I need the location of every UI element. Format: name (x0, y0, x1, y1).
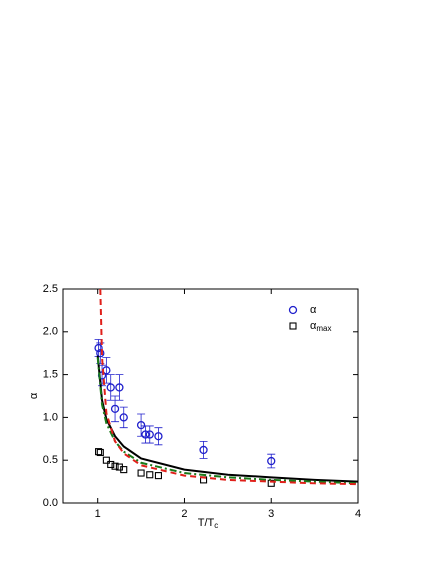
legend-label: α (310, 304, 317, 316)
legend-marker (289, 322, 297, 330)
data-point (137, 469, 145, 477)
data-point (119, 413, 128, 422)
data-point (106, 383, 115, 392)
y-axis-label: α (28, 392, 40, 399)
data-point (96, 349, 105, 358)
data-point (95, 448, 103, 456)
plot-frame (62, 288, 359, 504)
x-label-main: T/T (198, 517, 215, 529)
data-point (199, 445, 208, 455)
legend-marker (288, 305, 298, 315)
error-bar (137, 413, 146, 437)
y-tick-label: 1.5 (43, 369, 58, 381)
y-tick-label: 0.0 (43, 497, 58, 509)
data-point (110, 404, 120, 413)
data-point (145, 430, 154, 439)
error-bar (145, 425, 154, 444)
x-axis-label: T/Tc (198, 517, 219, 530)
data-point (154, 432, 163, 441)
data-point (267, 456, 276, 466)
data-point (96, 448, 104, 457)
x-tick-label: 4 (355, 508, 361, 520)
curve (99, 288, 359, 486)
x-tick-label: 2 (181, 508, 187, 520)
y-tick-label: 0.5 (43, 454, 58, 466)
error-bar (111, 395, 120, 423)
legend-name: α (310, 304, 317, 316)
y-tick-label: 2.5 (43, 283, 58, 295)
data-point (94, 343, 103, 353)
data-point (102, 456, 110, 464)
data-point (154, 472, 162, 480)
data-point (107, 460, 115, 469)
error-bar (199, 440, 208, 459)
curve (96, 357, 359, 485)
error-bar (119, 406, 128, 429)
data-point (267, 479, 275, 487)
error-bar (154, 427, 163, 446)
y-tick-label: 2.0 (43, 326, 58, 338)
data-point (111, 462, 119, 470)
data-point (136, 420, 146, 430)
data-point (141, 430, 150, 439)
data-point (115, 383, 124, 392)
x-tick-label: 3 (268, 508, 274, 520)
error-bar (267, 453, 276, 469)
data-point (146, 471, 154, 479)
error-bar (115, 374, 124, 401)
data-point (120, 466, 128, 474)
x-label-sub: c (214, 521, 218, 530)
y-tick-label: 1.0 (43, 411, 58, 423)
x-tick-label: 1 (95, 508, 101, 520)
error-bar (106, 374, 115, 401)
legend-label: αmax (310, 320, 331, 333)
legend-name: α (310, 320, 317, 332)
legend-name-sub: max (316, 324, 331, 333)
